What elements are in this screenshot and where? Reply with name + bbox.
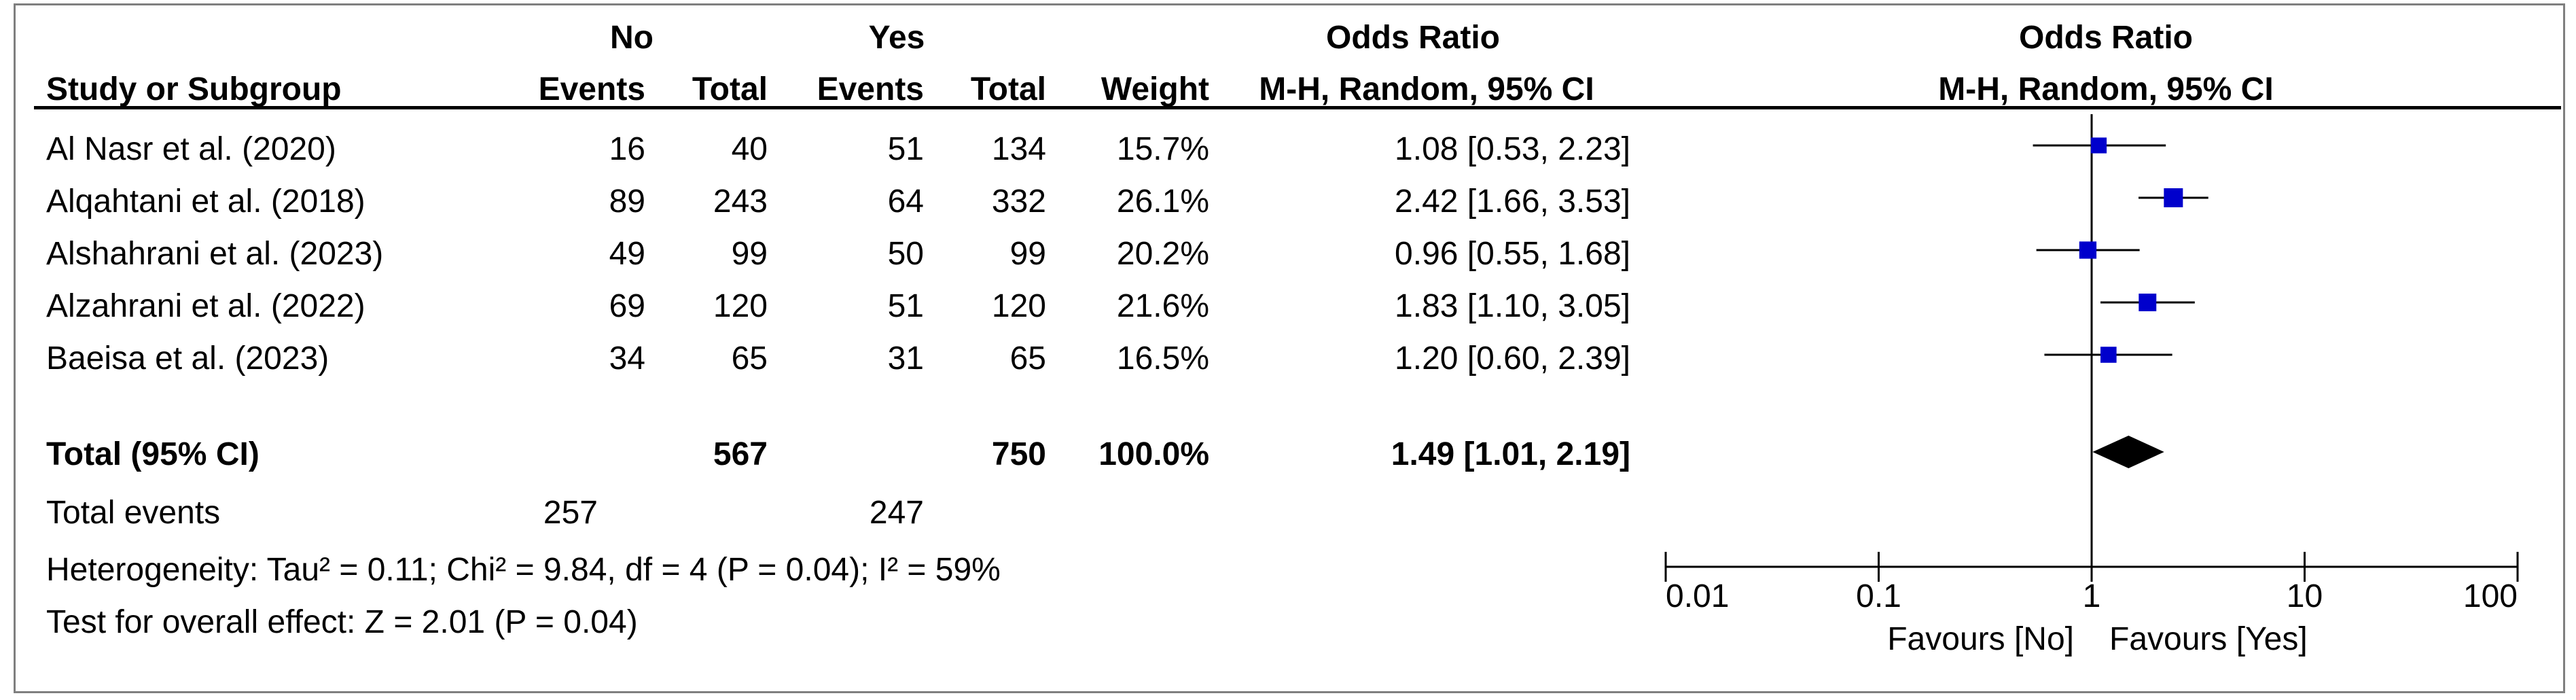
header-no-total: Total — [692, 71, 768, 107]
header-group-no: No — [610, 20, 654, 56]
weight-cell: 20.2% — [1116, 236, 1209, 272]
header-no-events: Events — [538, 71, 645, 107]
weight-cell: 21.6% — [1116, 288, 1209, 324]
study-marker — [2164, 188, 2183, 207]
study-name: Alqahtani et al. (2018) — [46, 183, 365, 220]
no-total-cell: 243 — [713, 183, 768, 220]
yes-events-cell: 64 — [887, 183, 924, 220]
study-name: Baeisa et al. (2023) — [46, 340, 329, 377]
forest-plot-frame — [14, 3, 2565, 693]
study-marker — [2079, 241, 2097, 259]
weight-cell: 16.5% — [1116, 340, 1209, 377]
header-study-col: Study or Subgroup — [46, 71, 342, 107]
or-ci-cell: 1.08 [0.53, 2.23] — [1395, 131, 1630, 167]
x-tick-label: 0.1 — [1856, 578, 1901, 614]
or-ci-cell: 0.96 [0.55, 1.68] — [1395, 236, 1630, 272]
overall-effect-test: Test for overall effect: Z = 2.01 (P = 0… — [46, 604, 638, 640]
yes-total-cell: 332 — [991, 183, 1046, 220]
x-tick-label: 10 — [2287, 578, 2323, 614]
total-no-total: 567 — [713, 436, 768, 472]
no-events-cell: 89 — [609, 183, 645, 220]
or-ci-cell: 2.42 [1.66, 3.53] — [1395, 183, 1630, 220]
study-marker — [2090, 137, 2107, 154]
header-plot-method: M-H, Random, 95% CI — [1938, 71, 2274, 107]
study-marker — [2139, 294, 2157, 311]
study-name: Alshahrani et al. (2023) — [46, 236, 384, 272]
x-tick-label: 100 — [2463, 578, 2518, 614]
yes-events-cell: 31 — [887, 340, 924, 377]
header-yes-events: Events — [817, 71, 924, 107]
yes-total-cell: 99 — [1009, 236, 1046, 272]
header-plot-title: Odds Ratio — [2018, 20, 2193, 56]
yes-total-cell: 65 — [1009, 340, 1046, 377]
yes-total-cell: 120 — [991, 288, 1046, 324]
study-name: Al Nasr et al. (2020) — [46, 131, 336, 167]
study-marker — [2100, 347, 2117, 363]
no-events-cell: 16 — [609, 131, 645, 167]
heterogeneity-stats: Heterogeneity: Tau² = 0.11; Chi² = 9.84,… — [46, 552, 1001, 588]
yes-total-cell: 134 — [991, 131, 1046, 167]
header-weight: Weight — [1101, 71, 1209, 107]
no-events-cell: 34 — [609, 340, 645, 377]
weight-cell: 26.1% — [1116, 183, 1209, 220]
header-group-yes: Yes — [868, 20, 925, 56]
no-total-cell: 40 — [731, 131, 768, 167]
total-events-no: 257 — [543, 495, 598, 531]
favours-right-label: Favours [Yes] — [2109, 621, 2308, 657]
x-tick-label: 1 — [2083, 578, 2101, 614]
header-or-method: M-H, Random, 95% CI — [1259, 71, 1594, 107]
no-total-cell: 99 — [731, 236, 768, 272]
total-events-label: Total events — [46, 495, 221, 531]
pooled-diamond — [2092, 436, 2164, 468]
total-events-yes: 247 — [869, 495, 924, 531]
total-yes-total: 750 — [991, 436, 1046, 472]
no-events-cell: 69 — [609, 288, 645, 324]
no-total-cell: 65 — [731, 340, 768, 377]
total-weight: 100.0% — [1098, 436, 1209, 472]
header-or-title: Odds Ratio — [1325, 20, 1500, 56]
total-label: Total (95% CI) — [46, 436, 260, 472]
weight-cell: 15.7% — [1116, 131, 1209, 167]
header-yes-total: Total — [970, 71, 1046, 107]
or-ci-cell: 1.20 [0.60, 2.39] — [1395, 340, 1630, 377]
x-tick-label: 0.01 — [1666, 578, 1729, 614]
yes-events-cell: 50 — [887, 236, 924, 272]
or-ci-cell: 1.83 [1.10, 3.05] — [1395, 288, 1630, 324]
study-name: Alzahrani et al. (2022) — [46, 288, 365, 324]
yes-events-cell: 51 — [887, 131, 924, 167]
total-or-ci: 1.49 [1.01, 2.19] — [1391, 436, 1630, 472]
no-events-cell: 49 — [609, 236, 645, 272]
no-total-cell: 120 — [713, 288, 768, 324]
favours-left-label: Favours [No] — [1887, 621, 2074, 657]
header-divider — [34, 106, 2561, 109]
yes-events-cell: 51 — [887, 288, 924, 324]
